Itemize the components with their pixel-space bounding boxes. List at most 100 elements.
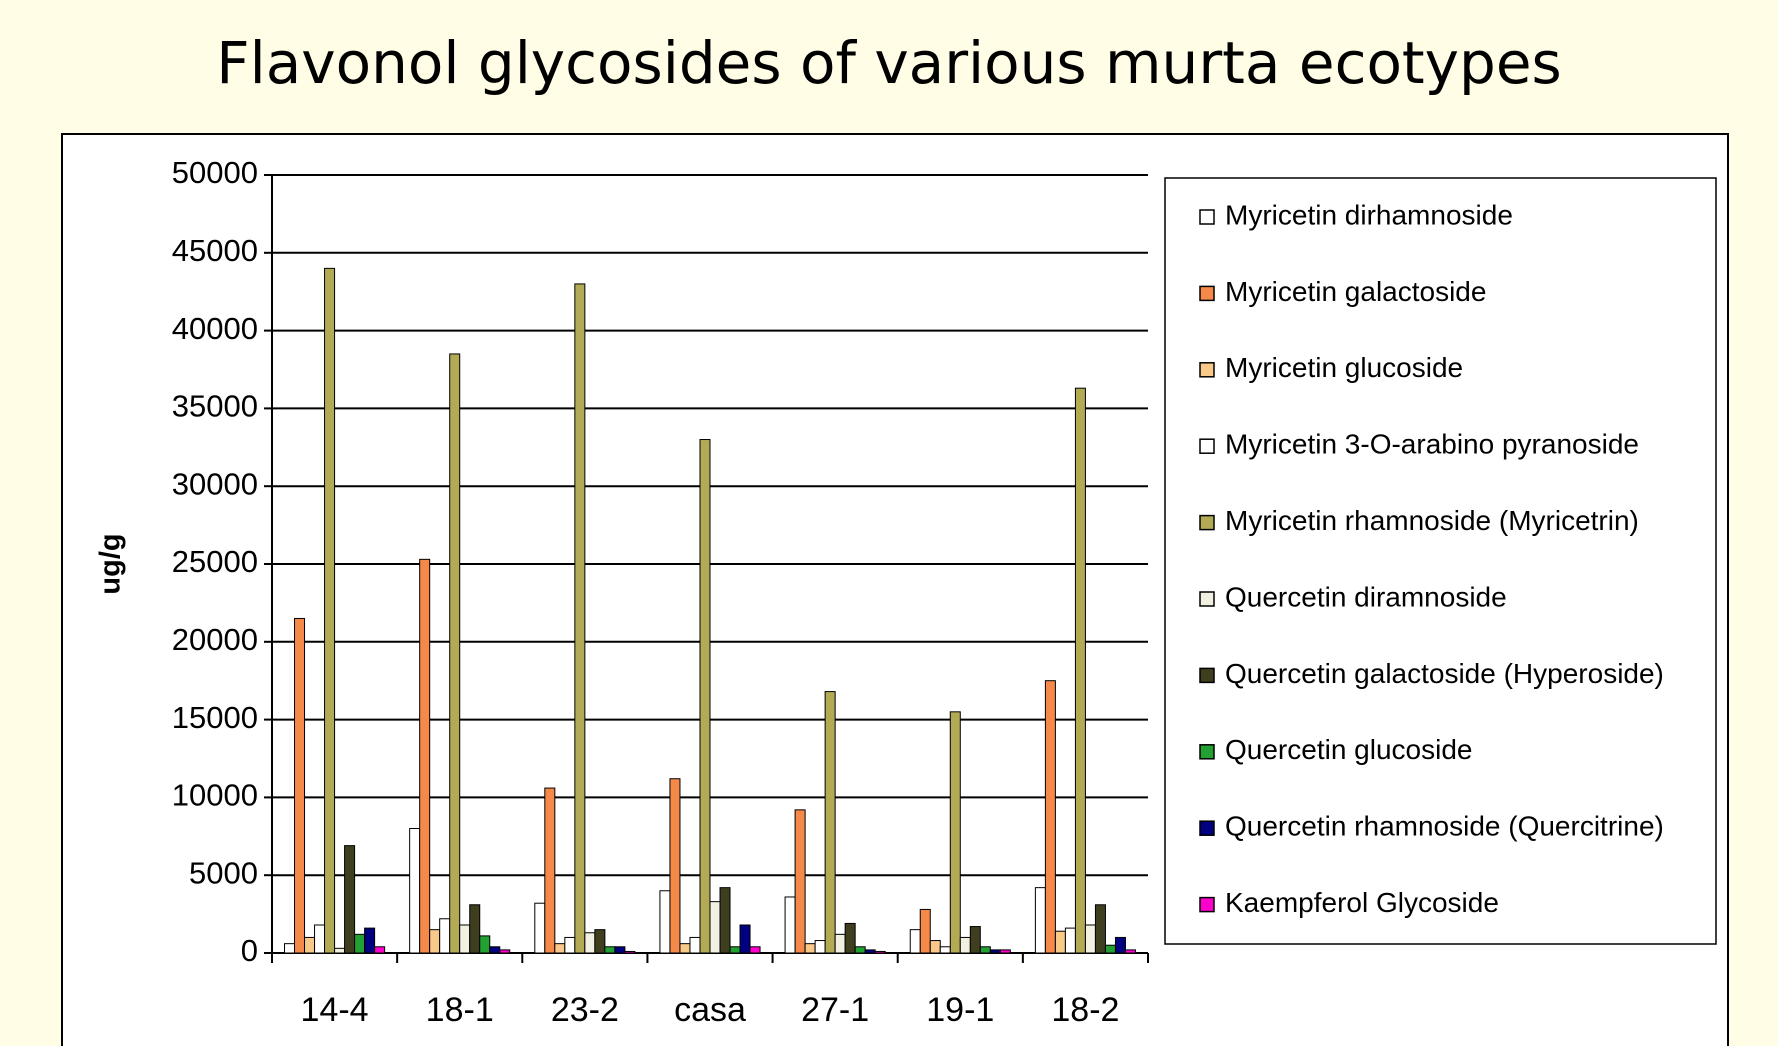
legend-swatch xyxy=(1199,285,1215,302)
chart-title: Flavonol glycosides of various murta eco… xyxy=(216,29,1561,97)
bar xyxy=(919,908,931,954)
bar xyxy=(614,946,626,954)
bar xyxy=(874,950,886,954)
bar xyxy=(834,933,846,954)
bar xyxy=(864,949,876,954)
legend-swatch xyxy=(1199,438,1215,454)
legend-label: Quercetin glucoside xyxy=(1225,734,1472,765)
legend-swatch xyxy=(1199,744,1215,760)
bar xyxy=(469,904,481,954)
y-tick-label: 50000 xyxy=(172,155,258,190)
y-tick-label: 15000 xyxy=(172,700,258,735)
bar xyxy=(814,940,826,954)
bar xyxy=(669,778,681,954)
bar xyxy=(1124,949,1136,954)
bar xyxy=(574,283,586,954)
y-tick-label: 20000 xyxy=(172,622,258,657)
bar xyxy=(489,946,501,954)
bar xyxy=(854,946,866,954)
bar xyxy=(804,943,816,954)
legend-label: Myricetin 3-O-arabino pyranoside xyxy=(1225,429,1639,460)
y-tick-label: 5000 xyxy=(189,855,258,890)
bar xyxy=(479,935,491,954)
x-tick-label: 18-2 xyxy=(1051,991,1119,1029)
bar xyxy=(284,943,296,954)
legend-swatch xyxy=(1199,209,1215,225)
legend-swatch xyxy=(1199,362,1215,378)
bar xyxy=(979,946,991,954)
bar xyxy=(999,949,1011,954)
bar xyxy=(949,711,961,954)
y-tick-label: 35000 xyxy=(172,389,258,424)
bar xyxy=(1044,680,1056,954)
x-tick-label: 18-1 xyxy=(426,991,494,1029)
legend-label: Myricetin dirhamnoside xyxy=(1225,199,1513,230)
bar xyxy=(1114,936,1126,954)
bar xyxy=(554,943,566,954)
bar xyxy=(909,929,921,954)
y-tick-label: 45000 xyxy=(172,233,258,268)
bar xyxy=(719,887,731,954)
bar xyxy=(564,936,576,954)
bar xyxy=(989,949,1001,954)
bar xyxy=(374,946,386,954)
y-tick-label: 0 xyxy=(241,933,258,968)
legend-label: Myricetin galactoside xyxy=(1225,276,1486,307)
bar xyxy=(604,946,616,954)
legend-label: Kaempferol Glycoside xyxy=(1225,887,1499,918)
bar xyxy=(659,890,671,954)
x-tick-label: 14-4 xyxy=(301,991,369,1029)
bar xyxy=(409,828,421,954)
bar xyxy=(679,943,691,954)
x-tick-label: casa xyxy=(674,991,746,1029)
bar xyxy=(364,927,376,954)
bar xyxy=(749,946,761,954)
bar xyxy=(1064,927,1076,954)
bar xyxy=(594,929,606,954)
bar xyxy=(824,691,836,954)
x-tick-label: 27-1 xyxy=(801,991,869,1029)
bar xyxy=(544,787,556,954)
bar xyxy=(294,617,306,954)
bar xyxy=(969,926,981,954)
y-tick-label: 10000 xyxy=(172,778,258,813)
y-tick-label: 25000 xyxy=(172,544,258,579)
bar xyxy=(959,936,971,954)
legend-box xyxy=(1164,177,1717,945)
bar xyxy=(1104,944,1116,954)
bar xyxy=(784,896,796,954)
bar xyxy=(334,947,346,954)
legend-swatch xyxy=(1199,667,1215,684)
x-tick-label: 23-2 xyxy=(551,991,619,1029)
legend-label: Quercetin galactoside (Hyperoside) xyxy=(1225,658,1664,689)
bar xyxy=(344,845,356,954)
y-tick-label: 30000 xyxy=(172,466,258,501)
bar xyxy=(729,946,741,954)
bar xyxy=(929,940,941,954)
legend-swatch xyxy=(1199,514,1215,531)
bar xyxy=(624,950,636,954)
y-axis-title: ug/g xyxy=(95,533,127,594)
bar xyxy=(844,922,856,954)
bar xyxy=(794,809,806,954)
bar xyxy=(534,902,546,954)
bar xyxy=(314,924,326,954)
bar xyxy=(419,558,431,954)
bar xyxy=(429,929,441,954)
bar xyxy=(449,353,461,954)
y-tick-label: 40000 xyxy=(172,311,258,346)
bar xyxy=(459,924,471,954)
x-tick-label: 19-1 xyxy=(926,991,994,1029)
bar xyxy=(739,924,751,954)
legend-label: Myricetin rhamnoside (Myricetrin) xyxy=(1225,505,1639,536)
bar xyxy=(1084,924,1096,954)
bar xyxy=(1074,387,1086,954)
legend-swatch xyxy=(1199,820,1215,836)
bar xyxy=(1094,904,1106,954)
legend-swatch xyxy=(1199,591,1215,607)
bar xyxy=(584,932,596,954)
bar xyxy=(1054,930,1066,954)
bar xyxy=(499,949,511,954)
